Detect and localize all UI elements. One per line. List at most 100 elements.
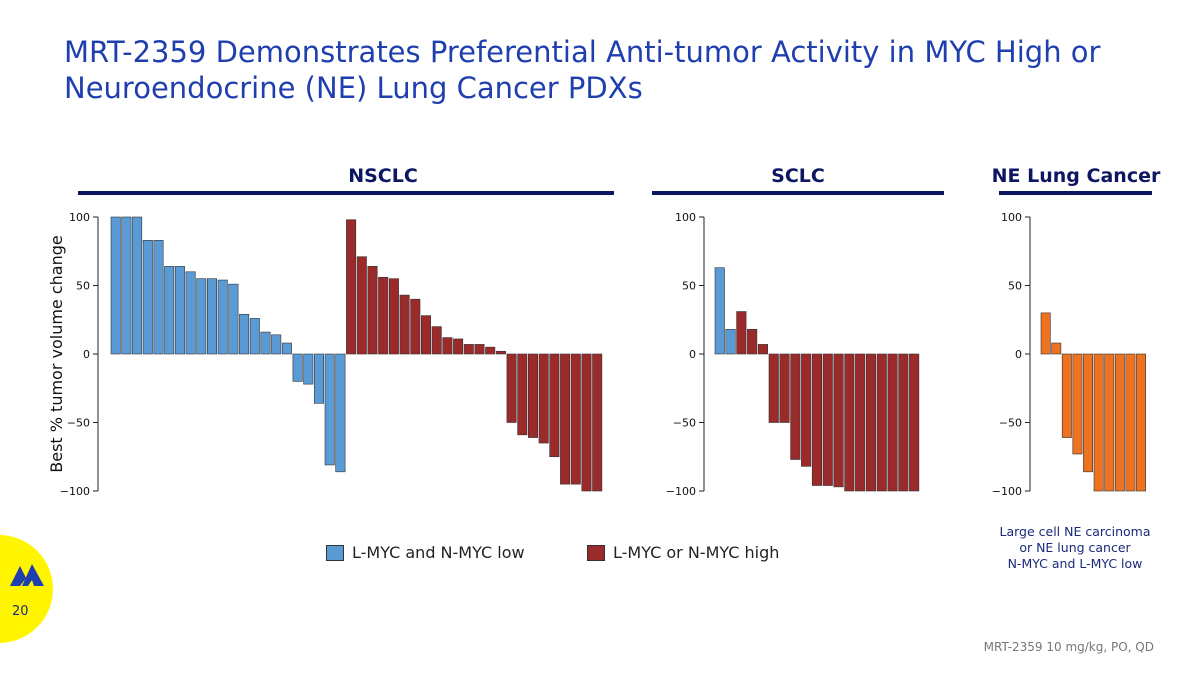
bar-sclc xyxy=(833,353,844,488)
y-tick-label-nsclc: −50 xyxy=(67,417,90,430)
bar-sclc xyxy=(790,353,801,460)
bar-sclc xyxy=(801,353,812,467)
bar-sclc xyxy=(757,344,769,355)
title-line-2: Neuroendocrine (NE) Lung Cancer PDXs xyxy=(64,71,643,105)
bar-ne xyxy=(1051,342,1062,355)
page-number: 20 xyxy=(12,604,29,619)
bar-ne xyxy=(1040,312,1051,355)
bar-nsclc xyxy=(538,353,549,444)
bar-nsclc xyxy=(495,350,506,355)
panel-rule-sclc xyxy=(652,191,944,195)
bar-ne xyxy=(1136,353,1147,492)
y-tick-label-sclc: 100 xyxy=(675,211,696,224)
bar-nsclc xyxy=(527,353,538,438)
ne-note-line-2: or NE lung cancer xyxy=(1019,540,1131,555)
bar-nsclc xyxy=(260,331,271,355)
bar-ne xyxy=(1093,353,1104,492)
bar-nsclc xyxy=(153,239,164,355)
bar-nsclc xyxy=(228,283,239,355)
y-tick-label-ne: −50 xyxy=(999,417,1022,430)
bar-nsclc xyxy=(463,344,474,355)
y-tick-label-ne: 100 xyxy=(1001,211,1022,224)
bar-sclc xyxy=(768,353,779,423)
bar-nsclc xyxy=(442,337,453,355)
panel-rule-nsclc xyxy=(78,191,614,195)
bar-nsclc xyxy=(313,353,324,404)
panel-rule-ne xyxy=(999,191,1152,195)
y-axis-label: Best % tumor volume change xyxy=(47,235,66,473)
bar-nsclc xyxy=(581,353,592,492)
panel-title-nsclc: NSCLC xyxy=(348,165,418,187)
y-tick-label-ne: −100 xyxy=(992,485,1022,498)
y-tick-label-ne: 0 xyxy=(1015,348,1022,361)
bar-nsclc xyxy=(560,353,571,485)
bar-nsclc xyxy=(378,276,389,355)
legend-swatch-low xyxy=(326,544,344,561)
bar-nsclc xyxy=(324,353,335,466)
bar-nsclc xyxy=(388,278,399,355)
bar-nsclc xyxy=(517,353,528,436)
bar-nsclc xyxy=(453,338,464,355)
bar-nsclc xyxy=(121,216,132,355)
bar-ne xyxy=(1061,353,1072,438)
bar-nsclc xyxy=(549,353,560,458)
bar-sclc xyxy=(736,311,747,355)
ne-note-line-3: N-MYC and L-MYC low xyxy=(1007,556,1143,571)
bar-nsclc xyxy=(249,318,260,355)
bar-sclc xyxy=(725,329,736,355)
bar-sclc xyxy=(898,353,909,492)
bar-nsclc xyxy=(185,271,196,355)
y-tick-label-nsclc: 100 xyxy=(69,211,90,224)
bar-sclc xyxy=(876,353,887,492)
bar-nsclc xyxy=(164,266,175,355)
bar-sclc xyxy=(747,329,758,355)
bar-nsclc xyxy=(281,342,292,355)
legend-label-low: L-MYC and N-MYC low xyxy=(352,543,525,562)
bar-nsclc xyxy=(592,353,603,492)
bar-nsclc xyxy=(335,353,346,473)
bar-ne xyxy=(1083,353,1094,473)
bar-nsclc xyxy=(506,353,517,423)
bar-nsclc xyxy=(485,346,496,355)
y-tick-label-sclc: −50 xyxy=(673,417,696,430)
ne-panel-note: Large cell NE carcinoma or NE lung cance… xyxy=(990,524,1160,572)
bar-ne xyxy=(1125,353,1136,492)
bar-sclc xyxy=(865,353,877,492)
y-tick-label-sclc: 0 xyxy=(689,348,696,361)
y-tick-label-nsclc: 50 xyxy=(76,280,90,293)
bar-nsclc xyxy=(239,313,250,355)
bar-sclc xyxy=(779,353,790,423)
legend-swatch-high xyxy=(587,544,605,561)
bar-sclc xyxy=(714,267,725,355)
bar-sclc xyxy=(887,353,898,492)
y-tick-label-nsclc: 0 xyxy=(83,348,90,361)
bar-nsclc xyxy=(410,298,421,355)
legend-label-high: L-MYC or N-MYC high xyxy=(613,543,780,562)
y-tick-label-nsclc: −100 xyxy=(60,485,90,498)
bar-nsclc xyxy=(142,239,153,355)
bar-nsclc xyxy=(367,266,378,355)
bar-nsclc xyxy=(196,278,207,355)
bar-nsclc xyxy=(132,216,143,355)
legend-low: L-MYC and N-MYC low xyxy=(326,543,525,562)
bar-ne xyxy=(1072,353,1083,455)
bar-sclc xyxy=(844,353,855,492)
bar-nsclc xyxy=(431,326,442,355)
bar-sclc xyxy=(855,353,866,492)
bar-nsclc xyxy=(356,256,367,355)
bar-nsclc xyxy=(110,216,121,355)
bar-nsclc xyxy=(217,279,228,355)
bar-ne xyxy=(1114,353,1125,492)
ne-note-line-1: Large cell NE carcinoma xyxy=(999,524,1151,539)
bar-nsclc xyxy=(292,353,303,382)
bar-nsclc xyxy=(346,219,357,355)
panel-title-sclc: SCLC xyxy=(771,165,825,187)
y-tick-label-sclc: −100 xyxy=(666,485,696,498)
bar-nsclc xyxy=(174,266,185,355)
bar-sclc xyxy=(909,353,920,492)
bar-nsclc xyxy=(420,315,431,355)
bar-nsclc xyxy=(570,353,581,485)
company-logo-icon xyxy=(10,564,44,586)
y-tick-label-sclc: 50 xyxy=(682,280,696,293)
